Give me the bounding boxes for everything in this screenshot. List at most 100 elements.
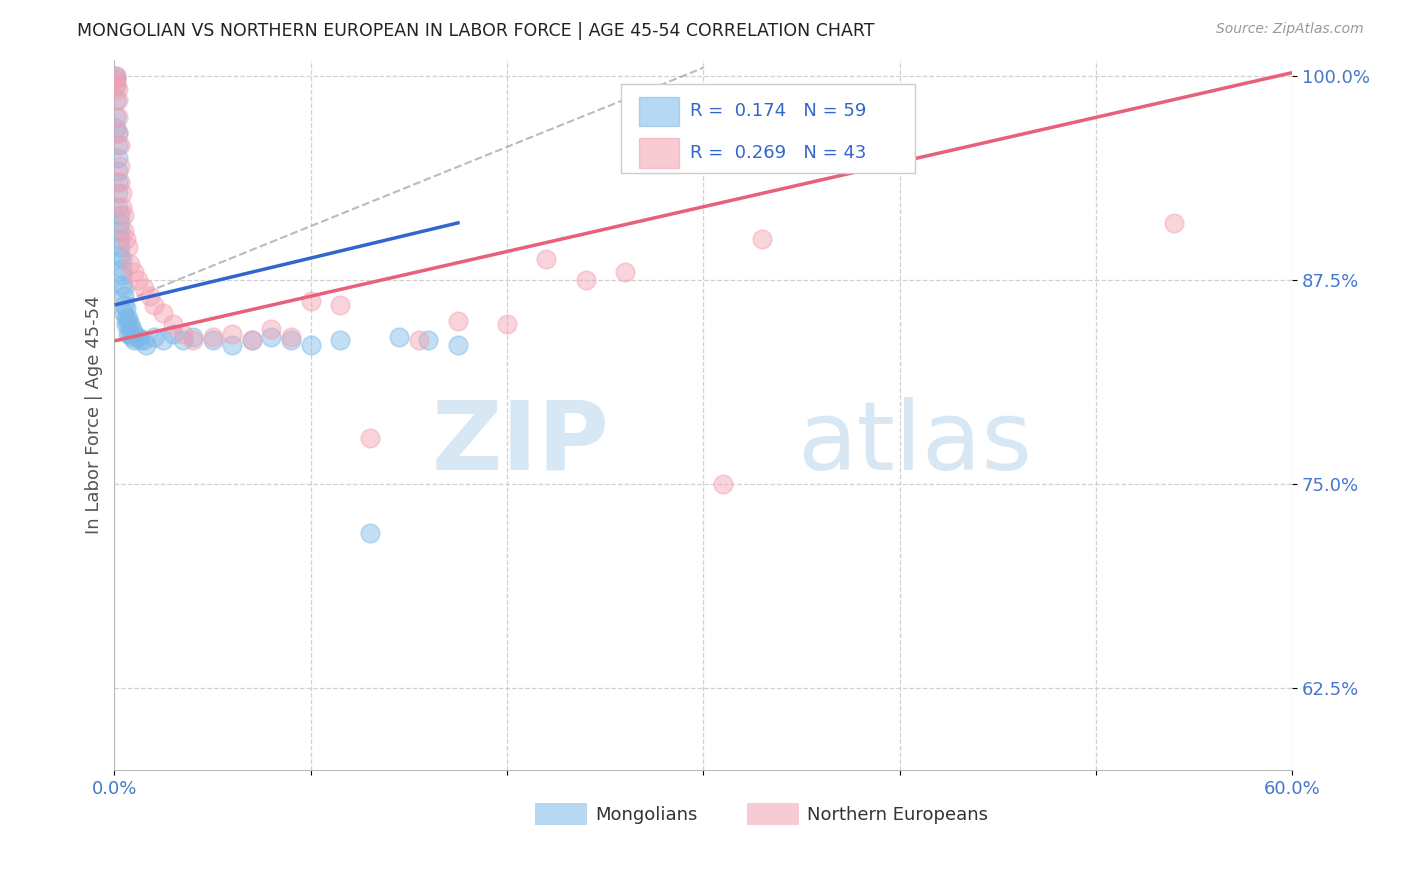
Point — [107, 186, 129, 201]
Point — [201, 334, 224, 348]
Point — [112, 224, 135, 238]
Point — [260, 322, 283, 336]
FancyBboxPatch shape — [638, 137, 679, 168]
Point — [496, 317, 519, 331]
Point — [132, 281, 155, 295]
Point — [1163, 216, 1185, 230]
Point — [105, 69, 128, 83]
Point — [107, 137, 129, 152]
Point — [135, 338, 157, 352]
Point — [447, 338, 470, 352]
Point — [536, 252, 558, 266]
Text: MONGOLIAN VS NORTHERN EUROPEAN IN LABOR FORCE | AGE 45-54 CORRELATION CHART: MONGOLIAN VS NORTHERN EUROPEAN IN LABOR … — [77, 22, 875, 40]
FancyBboxPatch shape — [747, 804, 799, 825]
Point — [107, 175, 129, 189]
Point — [388, 330, 411, 344]
Point — [711, 477, 734, 491]
Point — [122, 265, 145, 279]
Point — [181, 334, 204, 348]
Point — [112, 208, 135, 222]
Point — [107, 200, 129, 214]
Point — [129, 334, 152, 348]
Point — [115, 232, 138, 246]
Point — [110, 159, 132, 173]
Point — [112, 297, 135, 311]
Point — [105, 72, 128, 87]
FancyBboxPatch shape — [534, 804, 586, 825]
Point — [299, 338, 322, 352]
Point — [105, 77, 128, 91]
Point — [751, 232, 773, 246]
Point — [107, 163, 129, 178]
Point — [115, 310, 138, 325]
Point — [574, 273, 596, 287]
Point — [280, 334, 302, 348]
Point — [260, 330, 283, 344]
Point — [120, 257, 142, 271]
Point — [299, 294, 322, 309]
Point — [139, 289, 162, 303]
Point — [142, 297, 165, 311]
Point — [117, 317, 139, 331]
Point — [613, 265, 636, 279]
Point — [280, 330, 302, 344]
Point — [127, 273, 149, 287]
Point — [120, 317, 142, 331]
Point — [120, 326, 142, 341]
Text: R =  0.269   N = 43: R = 0.269 N = 43 — [690, 144, 866, 161]
Point — [329, 334, 352, 348]
Text: Mongolians: Mongolians — [595, 805, 697, 823]
Point — [110, 137, 132, 152]
Y-axis label: In Labor Force | Age 45-54: In Labor Force | Age 45-54 — [86, 295, 103, 534]
Point — [111, 252, 134, 266]
Point — [111, 200, 134, 214]
Point — [117, 240, 139, 254]
Text: Northern Europeans: Northern Europeans — [807, 805, 988, 823]
Point — [107, 151, 129, 165]
Point — [240, 334, 263, 348]
Point — [105, 72, 128, 87]
Point — [105, 69, 128, 83]
Point — [221, 338, 243, 352]
Point — [329, 297, 352, 311]
Point — [408, 334, 430, 348]
Point — [110, 248, 132, 262]
Point — [418, 334, 440, 348]
Point — [117, 326, 139, 341]
Point — [121, 322, 143, 336]
Point — [172, 326, 194, 341]
Point — [110, 224, 132, 238]
Point — [181, 330, 204, 344]
Point — [122, 326, 145, 341]
Point — [105, 121, 128, 136]
Point — [152, 306, 174, 320]
Point — [162, 317, 184, 331]
Text: ZIP: ZIP — [432, 397, 609, 490]
Point — [107, 94, 129, 108]
Point — [111, 277, 134, 292]
Point — [107, 82, 129, 96]
Point — [110, 175, 132, 189]
Point — [107, 126, 129, 140]
Point — [152, 334, 174, 348]
Point — [107, 126, 129, 140]
Text: R =  0.174   N = 59: R = 0.174 N = 59 — [690, 103, 866, 120]
Point — [115, 301, 138, 315]
Point — [240, 334, 263, 348]
Point — [105, 110, 128, 124]
Point — [105, 94, 128, 108]
Point — [110, 232, 132, 246]
Point — [105, 78, 128, 93]
Point — [111, 268, 134, 282]
Point — [115, 317, 138, 331]
Point — [112, 289, 135, 303]
Point — [127, 330, 149, 344]
FancyBboxPatch shape — [638, 96, 679, 127]
Point — [121, 330, 143, 344]
Point — [359, 432, 381, 446]
Point — [359, 526, 381, 541]
Point — [142, 330, 165, 344]
Point — [221, 326, 243, 341]
Point — [132, 334, 155, 348]
Point — [107, 110, 129, 124]
